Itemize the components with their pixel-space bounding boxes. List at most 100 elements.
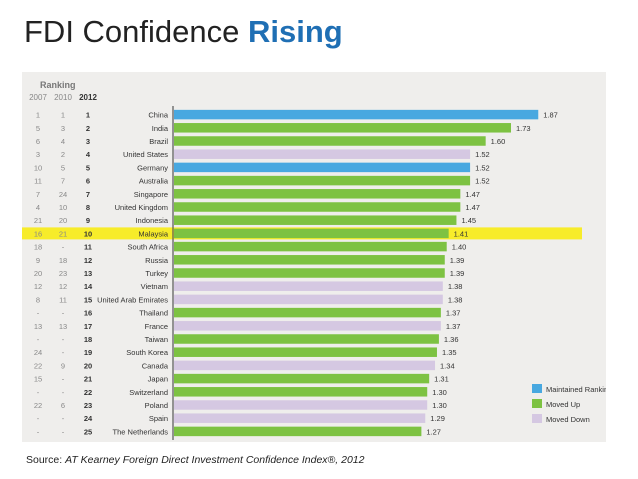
- value-label-united-states: 1.52: [475, 150, 490, 159]
- rank-2007-the-netherlands: -: [37, 427, 40, 436]
- legend-label-moved_down: Moved Down: [546, 415, 590, 424]
- legend-swatch-moved_down: [532, 414, 542, 423]
- country-label-turkey: Turkey: [145, 269, 168, 278]
- rank-2012-united-states: 4: [86, 150, 91, 159]
- rank-2012-poland: 23: [84, 401, 92, 410]
- bar-india: [174, 123, 511, 133]
- country-label-united-kingdom: United Kingdom: [115, 203, 168, 212]
- bar-russia: [174, 255, 445, 265]
- country-label-france: France: [145, 322, 168, 331]
- bar-china: [174, 109, 539, 120]
- rank-2012-indonesia: 9: [86, 216, 90, 225]
- value-label-australia: 1.52: [475, 177, 490, 186]
- rank-2010-south-korea: -: [62, 348, 65, 357]
- rank-2007-united-arab-emirates: 8: [36, 295, 40, 304]
- title-prefix: FDI Confidence: [24, 14, 248, 49]
- bar-the-netherlands: [174, 426, 422, 437]
- bar-vietnam: [174, 281, 443, 291]
- source-prefix: Source:: [26, 454, 66, 466]
- bar-poland: [174, 400, 428, 410]
- value-label-germany: 1.52: [475, 163, 490, 172]
- rank-2012-france: 17: [84, 322, 92, 331]
- country-label-taiwan: Taiwan: [145, 335, 168, 344]
- country-label-the-netherlands: The Netherlands: [113, 427, 169, 436]
- rank-2007-turkey: 20: [34, 269, 42, 278]
- rank-2012-south-korea: 19: [84, 348, 92, 357]
- bar-japan: [174, 373, 430, 384]
- rank-2010-taiwan: -: [62, 335, 65, 344]
- rank-2012-malaysia: 10: [84, 229, 92, 238]
- rank-2010-malaysia: 21: [59, 229, 67, 238]
- rank-2012-turkey: 13: [84, 269, 92, 278]
- rank-2010-poland: 6: [61, 401, 65, 410]
- rank-2007-vietnam: 12: [34, 282, 42, 291]
- country-label-indonesia: Indonesia: [135, 216, 168, 225]
- legend-label-moved_up: Moved Up: [546, 400, 580, 409]
- legend-label-maintained: Maintained Ranking: [546, 385, 606, 394]
- value-label-spain: 1.29: [430, 414, 445, 423]
- rank-2007-australia: 11: [34, 177, 42, 186]
- bar-singapore: [174, 189, 461, 199]
- country-label-malaysia: Malaysia: [138, 229, 168, 238]
- value-label-switzerland: 1.30: [432, 388, 447, 397]
- rank-2012-germany: 5: [86, 163, 90, 172]
- country-label-south-africa: South Africa: [128, 243, 169, 252]
- bar-canada: [174, 360, 436, 371]
- value-label-poland: 1.30: [432, 401, 447, 410]
- ranking-header: Ranking: [40, 80, 76, 90]
- bar-brazil: [174, 136, 486, 146]
- rank-2012-taiwan: 18: [84, 335, 92, 344]
- rank-2007-taiwan: -: [37, 335, 40, 344]
- rank-2007-china: 1: [36, 111, 40, 120]
- source-text: AT Kearney Foreign Direct Investment Con…: [65, 454, 365, 466]
- rank-2007-thailand: -: [37, 309, 40, 318]
- rank-2012-vietnam: 14: [84, 282, 93, 291]
- value-label-china: 1.87: [543, 111, 558, 120]
- country-label-vietnam: Vietnam: [141, 282, 168, 291]
- rank-2010-canada: 9: [61, 361, 65, 370]
- value-label-turkey: 1.39: [450, 269, 465, 278]
- bar-united-kingdom: [174, 202, 461, 212]
- country-label-china: China: [148, 111, 168, 120]
- country-label-united-states: United States: [123, 150, 168, 159]
- rank-2012-australia: 6: [86, 177, 90, 186]
- rank-2010-switzerland: -: [62, 388, 65, 397]
- country-label-canada: Canada: [142, 361, 169, 370]
- bar-germany: [174, 162, 471, 173]
- rank-2007-united-states: 3: [36, 150, 40, 159]
- bar-south-korea: [174, 347, 437, 357]
- country-label-singapore: Singapore: [134, 190, 168, 199]
- rank-2007-south-korea: 24: [34, 348, 42, 357]
- year-header-2007: 2007: [29, 93, 47, 102]
- year-header-2010: 2010: [54, 93, 72, 102]
- country-label-south-korea: South Korea: [126, 348, 169, 357]
- rank-2007-switzerland: -: [37, 388, 40, 397]
- value-label-vietnam: 1.38: [448, 282, 463, 291]
- rank-2010-france: 13: [59, 322, 67, 331]
- value-label-south-korea: 1.35: [442, 348, 457, 357]
- rank-2010-thailand: -: [62, 309, 65, 318]
- rank-2010-india: 3: [61, 124, 65, 133]
- value-label-canada: 1.34: [440, 361, 455, 370]
- bar-turkey: [174, 268, 445, 278]
- rank-2010-south-africa: -: [62, 243, 65, 252]
- bar-australia: [174, 175, 471, 186]
- value-label-taiwan: 1.36: [444, 335, 459, 344]
- rank-2007-united-kingdom: 4: [36, 203, 40, 212]
- rank-2010-the-netherlands: -: [62, 427, 65, 436]
- value-label-south-africa: 1.40: [452, 243, 467, 252]
- value-label-malaysia: 1.41: [454, 229, 469, 238]
- rank-2012-south-africa: 11: [84, 243, 92, 252]
- rank-2010-united-arab-emirates: 11: [59, 295, 67, 304]
- rank-2010-japan: -: [62, 375, 65, 384]
- value-label-russia: 1.39: [450, 256, 465, 265]
- rank-2012-thailand: 16: [84, 309, 92, 318]
- bar-malaysia: [174, 228, 449, 239]
- value-label-united-kingdom: 1.47: [465, 203, 480, 212]
- bar-thailand: [174, 307, 441, 318]
- rank-2007-india: 5: [36, 124, 40, 133]
- country-label-japan: Japan: [148, 375, 168, 384]
- rank-2007-poland: 22: [34, 401, 42, 410]
- rank-2007-singapore: 7: [36, 190, 40, 199]
- rank-2012-brazil: 3: [86, 137, 90, 146]
